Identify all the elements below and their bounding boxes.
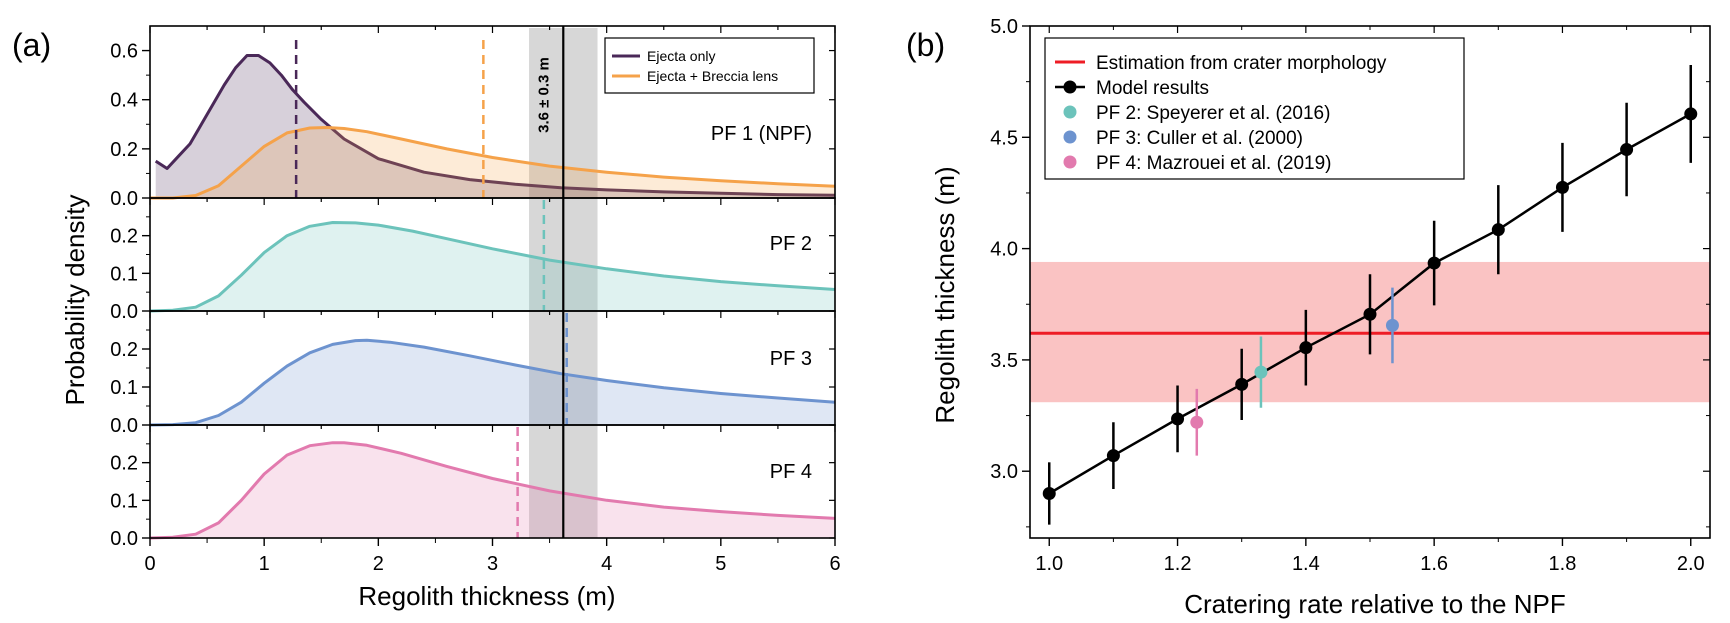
panel-a: (a) Probability density Regolith thickne… — [12, 25, 841, 611]
density-fill-ejecta — [155, 55, 835, 198]
model-point — [1106, 449, 1120, 463]
model-point — [1491, 223, 1505, 237]
y-tick-label: 0.6 — [110, 41, 138, 63]
panel-b-xlabel: Cratering rate relative to the NPF — [1184, 589, 1566, 619]
y-tick-label: 0.2 — [110, 226, 138, 248]
y-tick-label: 0.0 — [110, 188, 138, 210]
x-tick-label: 6 — [829, 553, 840, 575]
legend-label-pf2: PF 2: Speyerer et al. (2016) — [1096, 103, 1330, 124]
panel-b-plot: 3.0 3.5 4.0 4.5 5.0 1.0 1.2 1.4 1.6 1.8 2.0 — [990, 16, 1711, 575]
legend-label-pf3: PF 3: Culler et al. (2000) — [1096, 128, 1303, 149]
x-tick-label: 2.0 — [1677, 553, 1705, 575]
legend-swatch-pf3 — [1063, 130, 1077, 144]
model-point — [1299, 341, 1313, 355]
y-tick-label: 0.1 — [110, 377, 138, 399]
x-tick-label: 1.6 — [1420, 553, 1448, 575]
x-tick-label: 4 — [601, 553, 612, 575]
legend-swatch-model-marker — [1063, 80, 1077, 94]
legend-label-estimate: Estimation from crater morphology — [1096, 53, 1387, 74]
subplot-pf4: 0.0 0.1 0.2 PF 4 — [110, 424, 836, 550]
model-point — [1620, 143, 1634, 157]
x-tick-label: 1.4 — [1292, 553, 1320, 575]
model-point — [1171, 412, 1185, 426]
y-tick-label: 5.0 — [990, 16, 1018, 38]
density-line-pf4 — [149, 441, 836, 540]
panel-a-x-axis: 0 1 2 3 4 5 6 — [144, 538, 841, 575]
x-tick-label: 1.2 — [1164, 553, 1192, 575]
legend-swatch-pf2 — [1063, 105, 1077, 119]
legend-label-ejecta: Ejecta only — [647, 48, 715, 64]
x-tick-label: 5 — [715, 553, 726, 575]
model-point — [1427, 256, 1441, 270]
subplot-name-label: PF 1 (NPF) — [711, 123, 812, 145]
density-line-breccia — [150, 126, 836, 200]
subplot-pf2: 0.0 0.1 0.2 PF 2 — [110, 197, 836, 323]
x-tick-label: 1 — [259, 553, 270, 575]
subplot-pf1: 0.0 0.2 0.4 0.6 PF 1 (NPF) — [110, 25, 836, 210]
x-tick-label: 2 — [373, 553, 384, 575]
y-tick-label: 0.0 — [110, 528, 138, 550]
density-line-pf3 — [149, 338, 836, 427]
panel-a-xlabel: Regolith thickness (m) — [358, 581, 615, 611]
subplot-name-label: PF 4 — [770, 461, 812, 483]
subplot-pf3: 0.0 0.1 0.2 PF 3 — [110, 310, 836, 437]
panel-a-ylabel: Probability density — [60, 195, 90, 406]
x-tick-label: 1.0 — [1035, 553, 1063, 575]
density-fill-breccia — [150, 127, 835, 198]
panel-a-legend-box — [604, 37, 815, 94]
panel-b-legend: Estimation from crater morphology Model … — [1044, 37, 1465, 180]
model-point — [1684, 107, 1698, 121]
y-tick-label: 0.2 — [110, 139, 138, 161]
density-fill-pf4 — [150, 442, 835, 538]
density-fill-pf2 — [150, 222, 835, 311]
panel-b: (b) Regolith thickness (m) Cratering rat… — [906, 16, 1711, 619]
density-fill-pf3 — [150, 340, 835, 425]
density-line-pf2 — [149, 221, 836, 313]
y-tick-label: 0.2 — [110, 453, 138, 475]
panel-b-label: (b) — [906, 27, 945, 63]
pf-point-pf4 — [1190, 415, 1204, 429]
legend-label-model: Model results — [1096, 78, 1209, 99]
panel-b-ylabel: Regolith thickness (m) — [930, 166, 960, 423]
model-point — [1042, 486, 1056, 500]
x-tick-label: 0 — [144, 553, 155, 575]
legend-label-breccia: Ejecta + Breccia lens — [647, 68, 778, 84]
panel-a-label: (a) — [12, 27, 51, 63]
y-tick-label: 4.5 — [990, 127, 1018, 149]
model-point — [1555, 180, 1569, 194]
model-point — [1363, 307, 1377, 321]
panel-a-legend: Ejecta only Ejecta + Breccia lens — [604, 37, 815, 94]
legend-label-pf4: PF 4: Mazrouei et al. (2019) — [1096, 153, 1332, 174]
pf-point-pf2 — [1254, 365, 1268, 379]
y-tick-label: 0.0 — [110, 301, 138, 323]
y-tick-label: 4.0 — [990, 239, 1018, 261]
y-tick-label: 0.2 — [110, 339, 138, 361]
model-point — [1235, 377, 1249, 391]
y-tick-label: 3.5 — [990, 350, 1018, 372]
x-tick-label: 1.8 — [1549, 553, 1577, 575]
y-tick-label: 0.1 — [110, 490, 138, 512]
density-line-ejecta — [154, 54, 836, 197]
pf-point-pf3 — [1385, 318, 1399, 332]
subplot-name-label: PF 2 — [770, 233, 812, 255]
panel-b-legend-box — [1044, 37, 1465, 180]
legend-swatch-pf4 — [1063, 155, 1077, 169]
y-tick-label: 3.0 — [990, 461, 1018, 483]
y-tick-label: 0.0 — [110, 415, 138, 437]
measured-thickness-label: 3.6 ± 0.3 m — [535, 57, 552, 133]
y-tick-label: 0.1 — [110, 263, 138, 285]
subplot-name-label: PF 3 — [770, 348, 812, 370]
y-tick-label: 0.4 — [110, 90, 138, 112]
x-tick-label: 3 — [487, 553, 498, 575]
